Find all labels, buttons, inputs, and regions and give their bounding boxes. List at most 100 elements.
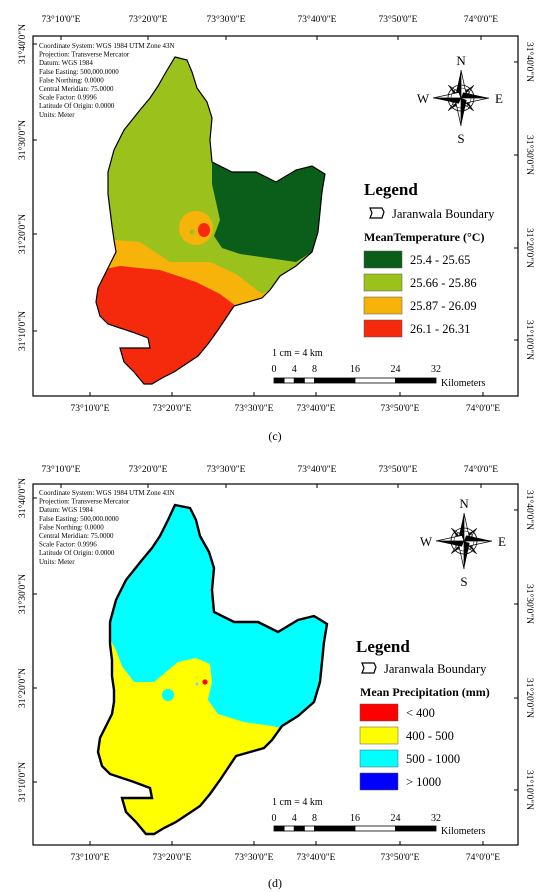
legend-item-label: 25.66 - 25.86 [410,276,477,290]
coordinate-info-line: Latitude Of Origin: 0.0000 [39,549,115,557]
scale-segment [303,377,315,384]
coordinate-info-line: Projection: Transverse Mercator [39,498,130,506]
scale-unit: Kilometers [441,378,486,389]
jaranwala-boundary [95,56,326,385]
x-tick-top: 73°10'0"E [42,14,81,25]
x-tick-bottom: 73°20'0"E [153,403,192,414]
compass-s-label: S [457,131,464,146]
compass-s-label: S [460,574,467,589]
coordinate-system-info: Coordinate System: WGS 1984 UTM Zone 43N… [39,489,175,566]
panel-label-d: (d) [268,876,282,890]
compass-e-label: E [495,91,503,106]
x-tick-bottom: 74°0'0"E [466,852,500,863]
scale-tick-label: 4 [292,813,297,824]
x-tick-top: 74°0'0"E [464,14,498,25]
coordinate-system-info: Coordinate System: WGS 1984 UTM Zone 43N… [39,42,175,119]
coordinate-info-line: Datum: WGS 1984 [39,59,93,67]
x-tick-top: 73°20'0"E [129,464,168,475]
legend-title: Legend [356,637,410,656]
scale-tick-label: 4 [292,364,297,375]
jaranwala-boundary [96,503,329,836]
legend-item-label: 25.87 - 26.09 [410,299,477,313]
y-tick-left: 31°20'0"N [17,214,28,254]
panel-label-c: (c) [268,429,281,443]
legend-subtitle: MeanTemperature (°C) [364,230,484,244]
x-tick-bottom: 73°40'0"E [297,403,336,414]
scale-tick-label: 32 [431,364,441,375]
compass-point [435,535,465,542]
legend-item-label: 400 - 500 [406,729,454,743]
x-tick-bottom: 73°50'0"E [381,403,420,414]
x-tick-bottom: 73°10'0"E [71,403,110,414]
coordinate-info-line: Latitude Of Origin: 0.0000 [39,102,115,110]
scale-tick-label: 16 [350,813,360,824]
scale-tick-label: 8 [312,813,317,824]
y-tick-left: 31°30'0"N [17,574,28,614]
y-tick-left: 31°40'0"N [17,478,28,518]
x-tick-top: 73°50'0"E [379,464,418,475]
coordinate-info-line: Central Meridian: 75.0000 [39,85,114,93]
x-tick-top: 74°0'0"E [464,464,498,475]
compass-point [458,513,464,541]
y-tick-right: 31°10'0"N [524,770,535,810]
scale-segment [283,377,295,384]
scale-segment [303,825,315,832]
coordinate-info-line: Scale Factor: 0.9996 [39,541,97,549]
scale-segment [283,825,295,832]
x-tick-top: 73°30'0"E [207,14,246,25]
y-tick-left: 31°10'0"N [17,762,28,802]
x-tick-bottom: 73°50'0"E [381,852,420,863]
graticule-ticks [33,36,518,396]
y-tick-right: 31°20'0"N [524,228,535,268]
scale-segment [354,377,396,384]
coordinate-info-line: Scale Factor: 0.9996 [39,94,97,102]
legend-item-label: < 400 [406,706,435,720]
compass-e-label: E [498,534,506,549]
compass-w-label: W [417,91,430,106]
coordinate-info-line: False Northing: 0.0000 [39,76,104,84]
y-tick-left: 31°20'0"N [17,668,28,708]
boundary-legend-symbol [369,207,385,219]
compass-ring [450,527,478,555]
legend-boundary-label: Jaranwala Boundary [392,207,495,221]
scale-segment [273,377,285,384]
scale-bar: 1 cm = 4 km 0 4 8 16 24 32 Kilometers [272,348,486,389]
x-tick-top: 73°10'0"E [42,464,81,475]
legend-swatch [359,749,399,768]
zone-hotspot-core [198,223,210,237]
legend-boundary-label: Jaranwala Boundary [384,662,487,676]
coordinate-info-line: Datum: WGS 1984 [39,506,93,514]
boundary-legend-symbol [361,662,377,674]
zone-small-dot [195,682,199,686]
scale-ratio: 1 cm = 4 km [272,348,323,359]
scale-segment [293,825,305,832]
north-arrow-compass: N S E W [417,53,503,146]
north-arrow-compass: N S E W [420,496,506,589]
legend-swatch [363,273,403,292]
compass-point [464,541,470,569]
compass-point [432,92,462,99]
coordinate-info-line: Coordinate System: WGS 1984 UTM Zone 43N [39,42,175,50]
y-tick-left: 31°10'0"N [17,311,28,351]
compass-n-label: N [456,53,466,68]
legend: Legend Jaranwala Boundary Mean Precipita… [356,637,490,791]
scale-tick-label: 0 [272,364,277,375]
x-tick-bottom: 73°30'0"E [235,403,274,414]
y-tick-right: 31°30'0"N [524,135,535,175]
y-tick-left: 31°30'0"N [17,120,28,160]
scale-segment [293,377,305,384]
coordinate-info-line: Units: Meter [39,558,75,566]
legend-title: Legend [364,180,418,199]
zone-25-4-25-65 [212,162,325,262]
y-tick-right: 31°10'0"N [524,320,535,360]
x-tick-bottom: 73°10'0"E [71,852,110,863]
scale-tick-label: 8 [312,364,317,375]
scale-segment [314,825,356,832]
legend-item-label: > 1000 [406,775,441,789]
scale-tick-label: 16 [350,364,360,375]
zone-500-1000-patch [162,689,174,701]
legend-item-label: 500 - 1000 [406,752,460,766]
scale-segment [314,377,356,384]
x-tick-bottom: 73°40'0"E [297,852,336,863]
